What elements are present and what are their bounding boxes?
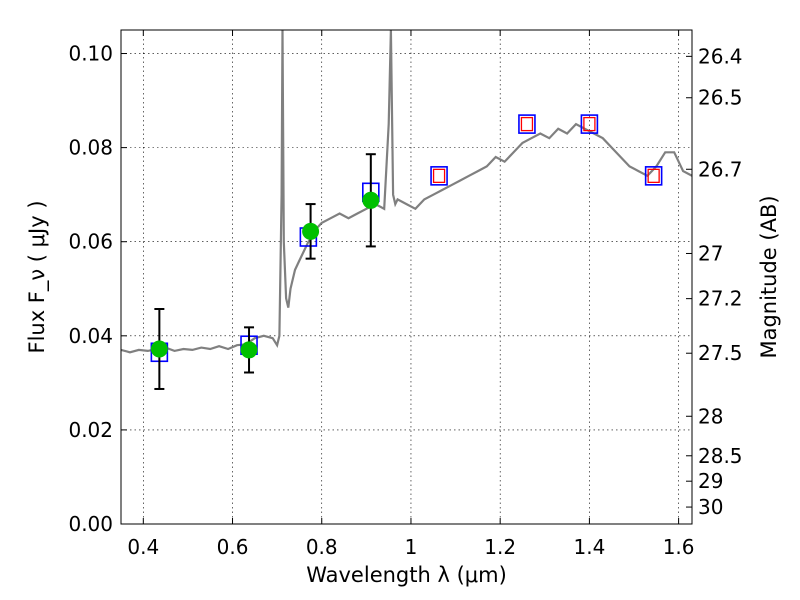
mag-tick-label: 28 [698,404,723,428]
axis-ticks: 0.4 0.6 0.8 1 1.2 1.4 1.6 0.00 0.02 0.04 0.06 0.08 0… [68,30,743,559]
mag-tick-label: 27.5 [698,341,743,365]
plot-area [121,30,692,390]
model-photometry-marker [430,166,448,186]
mag-tick-label: 26.7 [698,157,743,181]
y-tick-label: 0.04 [68,324,113,348]
mag-tick-label: 28.5 [698,444,743,468]
x-tick-label: 1.2 [484,535,516,559]
model-photometry-marker [644,166,663,186]
mag-tick-label: 26.5 [698,86,743,110]
y2-axis-label: Magnitude (AB) [757,195,781,358]
upper-limit-marker [520,116,534,132]
y-axis-label: Flux F_ν ( μJy ) [25,200,50,353]
x-tick-label: 0.6 [217,535,249,559]
model-spectrum-line [121,30,692,354]
x-tick-label: 1.6 [663,535,695,559]
observed-flux-point [362,191,380,209]
mag-tick-label: 29 [698,469,723,493]
observed-flux-point [302,222,320,240]
observed-flux-point [150,340,168,358]
upper-limit-marker [432,168,446,183]
y-tick-label: 0.10 [68,42,113,66]
mag-tick-label: 27 [698,241,723,265]
x-tick-label: 1 [405,535,418,559]
x-axis-label: Wavelength λ (μm) [306,563,507,587]
plot-frame [120,29,693,525]
x-tick-label: 0.4 [127,535,159,559]
y-tick-label: 0.08 [68,136,113,160]
model-photometry-marker [580,114,599,134]
x-tick-label: 0.8 [306,535,338,559]
y-tick-label: 0.00 [68,512,113,536]
upper-limit-marker [583,116,596,132]
plot-data [121,30,692,390]
observed-flux-point [240,341,258,359]
model-photometry-marker [518,114,536,134]
grid-lines [121,30,692,525]
y-tick-label: 0.06 [68,230,113,254]
y-tick-label: 0.02 [68,418,113,442]
mag-tick-label: 30 [698,495,723,519]
x-tick-label: 1.4 [573,535,605,559]
upper-limit-marker [647,168,660,183]
mag-tick-label: 26.4 [698,44,743,68]
mag-tick-label: 27.2 [698,287,743,311]
